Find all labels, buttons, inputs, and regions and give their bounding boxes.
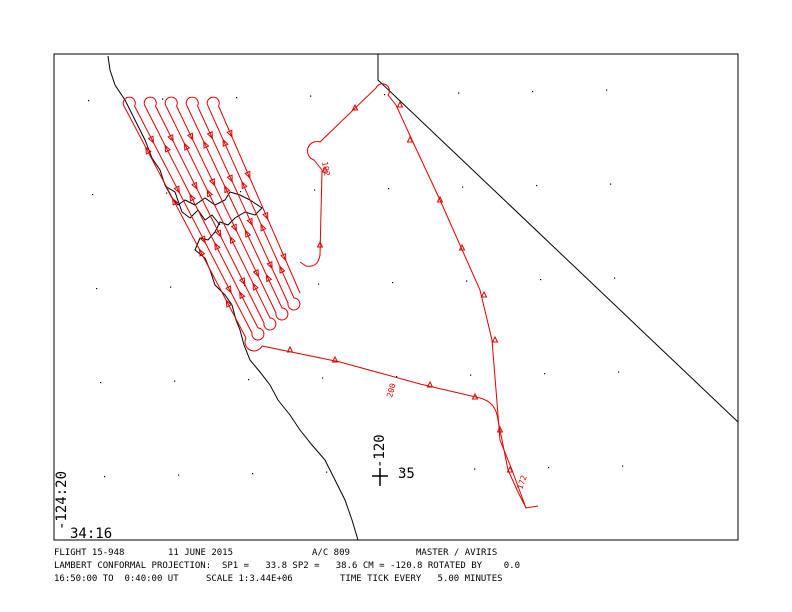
time-tick — [506, 465, 514, 473]
grid-dot — [458, 92, 460, 94]
time-tick — [491, 335, 499, 343]
footer-projection: LAMBERT CONFORMAL PROJECTION: SP1 = 33.8… — [54, 561, 520, 571]
grid-dot — [544, 373, 546, 375]
grid-dot — [326, 471, 328, 473]
grid-dot — [166, 192, 168, 194]
flight-lines — [122, 96, 301, 341]
time-tick — [458, 243, 466, 251]
grid-dot — [170, 286, 172, 288]
coastline — [107, 55, 359, 541]
grid-dot — [462, 186, 464, 188]
footer-date: 11 JUNE 2015 — [168, 548, 233, 558]
grid-dot — [92, 194, 94, 196]
time-tick — [406, 135, 414, 143]
grid-dot — [244, 285, 246, 287]
transit-leg — [299, 83, 527, 509]
time-tick — [496, 425, 504, 433]
grid-dot — [162, 98, 164, 100]
grid-dot — [314, 189, 316, 191]
time-tick — [436, 195, 444, 203]
state-border — [377, 54, 739, 423]
grid-dot — [536, 185, 538, 187]
grid-dot — [610, 183, 612, 185]
time-tick — [471, 392, 479, 400]
grid-dot — [548, 467, 550, 469]
track-label: 200 — [385, 382, 397, 398]
grid-dot — [310, 95, 312, 97]
grid-dot — [540, 279, 542, 281]
time-tick — [316, 240, 324, 248]
grid-dot — [248, 379, 250, 381]
grid-dot — [474, 468, 476, 470]
grid-dot — [470, 374, 472, 376]
grid-dot — [622, 465, 624, 467]
grid-dot — [104, 476, 106, 478]
footer-scale: SCALE 1:3.44E+06 — [206, 574, 293, 584]
cross-lon: -120 — [372, 434, 388, 468]
cross-lat: 35 — [398, 466, 415, 482]
corner-lat: 34:16 — [70, 526, 112, 542]
grid-dot — [532, 91, 534, 93]
grid-dot — [88, 100, 90, 102]
time-tick — [426, 380, 434, 388]
footer-instrument: MASTER / AVIRIS — [416, 548, 497, 558]
graticule-dots — [88, 89, 624, 478]
crosshair — [372, 468, 388, 486]
grid-dot — [318, 283, 320, 285]
grid-dot — [236, 97, 238, 99]
grid-dot — [396, 376, 398, 378]
time-tick — [321, 165, 329, 173]
map-frame — [53, 53, 739, 541]
grid-dot — [614, 277, 616, 279]
grid-dot — [174, 380, 176, 382]
corner-lon: -124:20 — [54, 471, 70, 530]
grid-dot — [252, 473, 254, 475]
time-tick — [396, 100, 404, 108]
time-tick — [286, 345, 294, 353]
grid-dot — [392, 282, 394, 284]
grid-dot — [466, 280, 468, 282]
grid-dot — [322, 377, 324, 379]
footer-time-range: 16:50:00 TO 0:40:00 UT — [54, 574, 179, 584]
footer-time-tick: TIME TICK EVERY 5.00 MINUTES — [340, 574, 503, 584]
grid-dot — [100, 382, 102, 384]
grid-dot — [400, 470, 402, 472]
grid-dot — [96, 288, 98, 290]
grid-dot — [178, 474, 180, 476]
track-label: 192 — [320, 161, 331, 177]
grid-dot — [606, 89, 608, 91]
footer-flight: FLIGHT 15-948 — [54, 548, 124, 558]
footer-aircraft: A/C 809 — [312, 548, 350, 558]
flight-track — [122, 83, 539, 509]
grid-dot — [240, 191, 242, 193]
time-tick — [351, 103, 359, 111]
time-tick — [480, 290, 488, 298]
grid-dot — [618, 371, 620, 373]
grid-dot — [384, 94, 386, 96]
time-tick — [331, 355, 339, 363]
track-label: 172 — [515, 474, 528, 491]
grid-dot — [388, 188, 390, 190]
